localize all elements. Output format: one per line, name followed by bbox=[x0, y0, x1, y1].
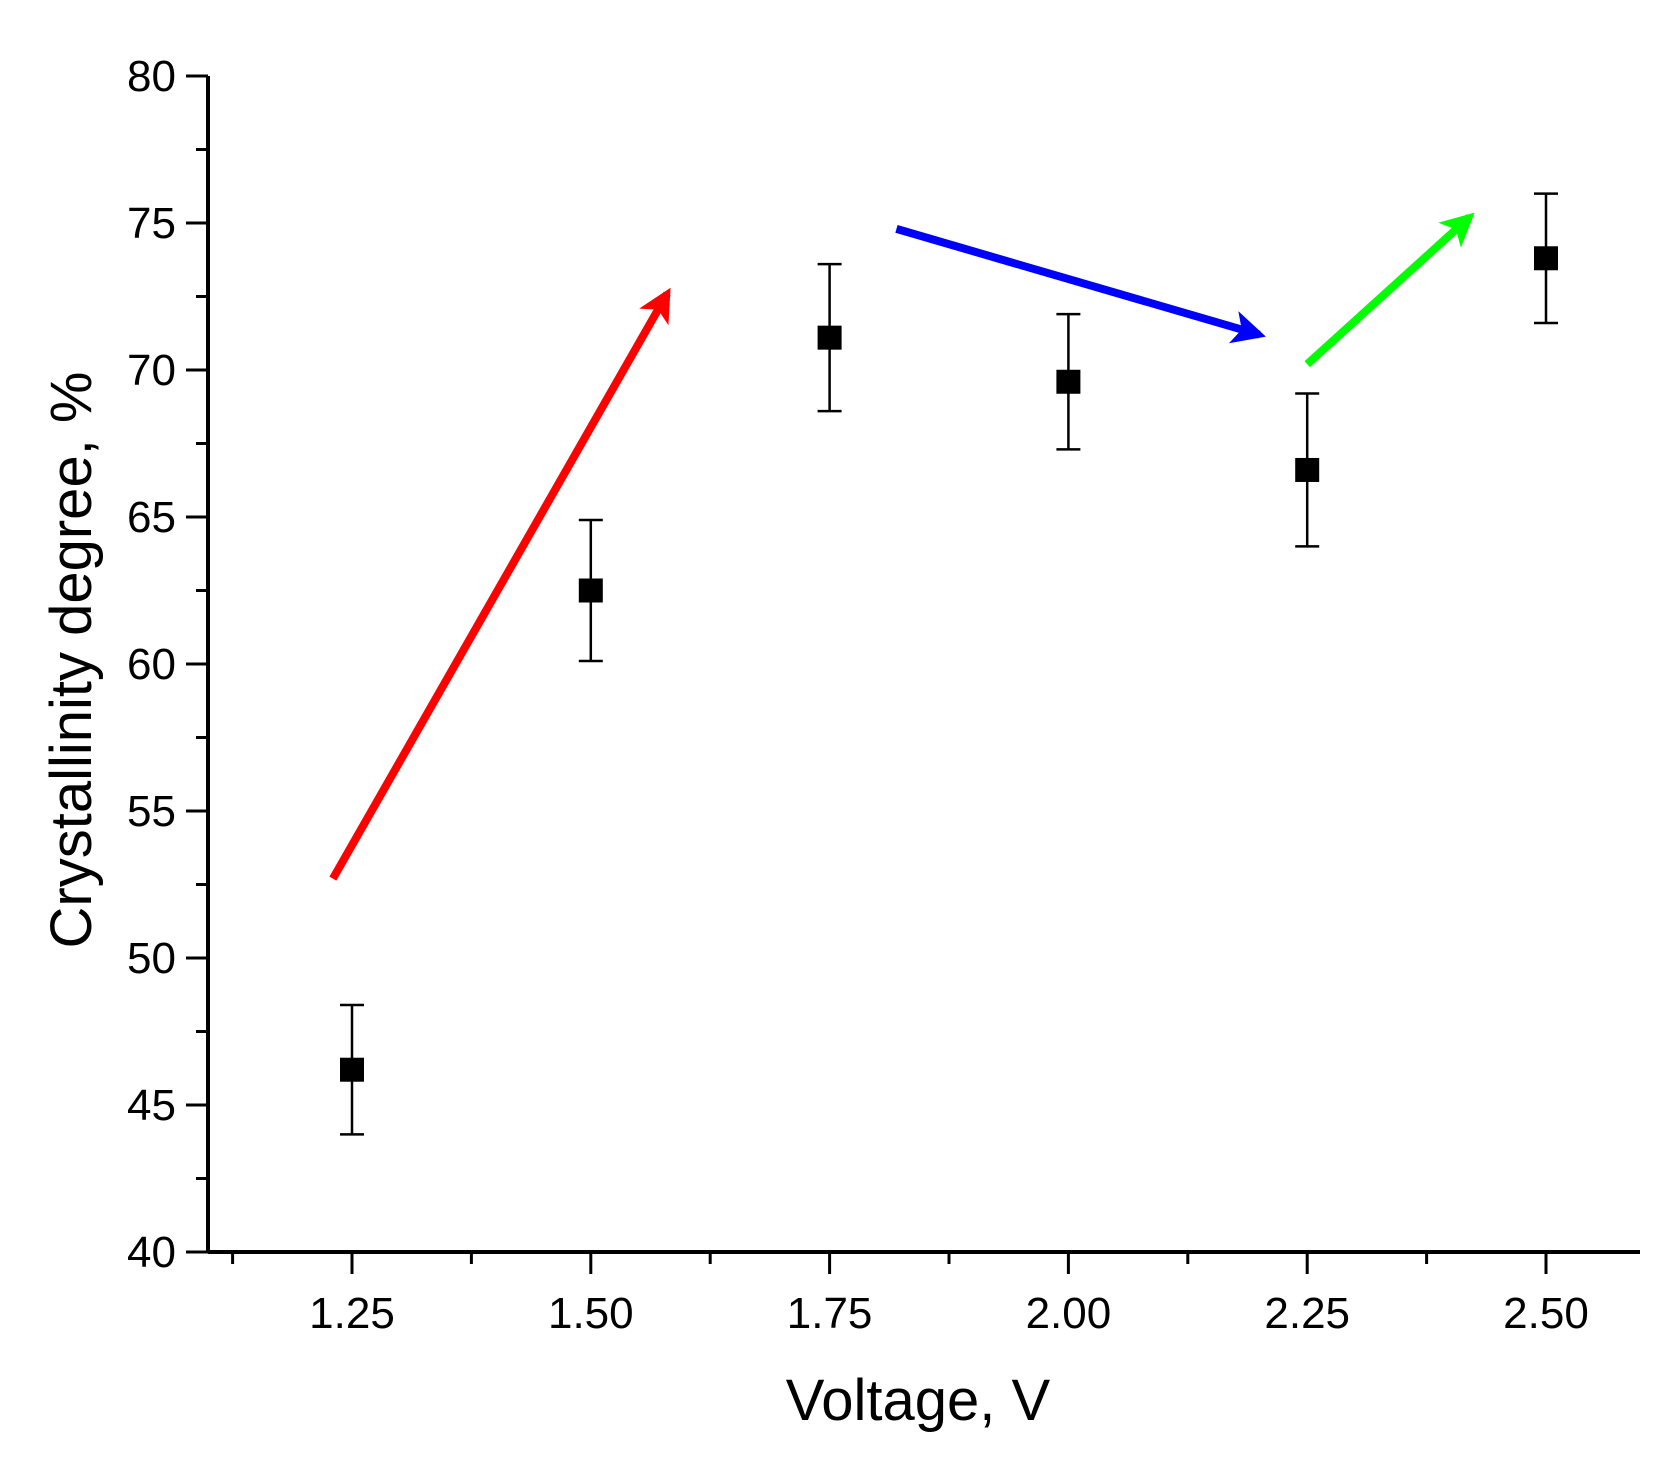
axes: 40 45 50 55 60 65 70 75 80 1.25 1.50 1.75 2.00 2.25 2.… bbox=[127, 52, 1640, 1338]
data-point bbox=[1056, 369, 1081, 394]
y-tick-label: 50 bbox=[127, 934, 176, 983]
trend-arrow bbox=[1304, 212, 1475, 368]
y-tick-label: 60 bbox=[127, 640, 176, 689]
data-point bbox=[340, 1057, 364, 1082]
x-tick-label: 1.75 bbox=[787, 1289, 873, 1338]
y-tick-label: 45 bbox=[127, 1081, 176, 1130]
trend-arrow bbox=[329, 287, 671, 881]
x-tick-label: 2.25 bbox=[1264, 1289, 1350, 1338]
x-axis-title: Voltage, V bbox=[786, 1368, 1051, 1433]
y-tick-label: 80 bbox=[127, 52, 176, 101]
x-tick-label: 1.25 bbox=[309, 1289, 395, 1338]
data-point bbox=[817, 325, 842, 350]
x-tick-label: 2.00 bbox=[1026, 1289, 1112, 1338]
y-tick-label: 55 bbox=[127, 787, 176, 836]
y-tick-label: 75 bbox=[127, 199, 176, 248]
annotations bbox=[329, 212, 1475, 881]
y-tick-label: 40 bbox=[127, 1228, 176, 1277]
data-point bbox=[1295, 457, 1320, 482]
y-tick-label: 65 bbox=[127, 493, 176, 542]
x-tick-label: 1.50 bbox=[548, 1289, 634, 1338]
y-tick-label: 70 bbox=[127, 346, 176, 395]
x-tick-label: 2.50 bbox=[1503, 1289, 1589, 1338]
y-axis-title: Crystallinity degree, % bbox=[39, 372, 104, 949]
data-points bbox=[340, 192, 1558, 1136]
data-point bbox=[578, 578, 603, 603]
data-point bbox=[1534, 246, 1558, 271]
trend-arrow bbox=[895, 225, 1266, 344]
